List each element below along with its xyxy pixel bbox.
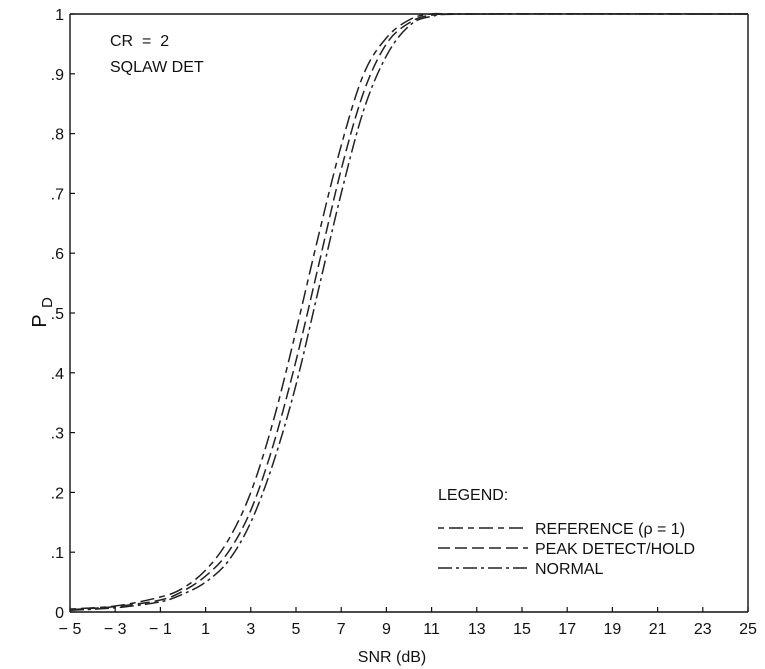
series-line-2 bbox=[69, 13, 749, 611]
series-line-3 bbox=[69, 13, 749, 611]
y-axis-title-subscript: D bbox=[39, 297, 56, 308]
x-tick-label: 13 bbox=[468, 621, 486, 638]
y-tick-label: .9 bbox=[51, 67, 64, 84]
legend-label: NORMAL bbox=[535, 561, 604, 578]
x-tick-label: 15 bbox=[513, 621, 531, 638]
x-tick-label: 7 bbox=[337, 621, 346, 638]
y-tick-label: .6 bbox=[51, 246, 64, 263]
y-axis-title-main: P bbox=[29, 314, 51, 327]
legend-label: REFERENCE (ρ = 1) bbox=[535, 521, 685, 538]
x-tick-label: − 5 bbox=[59, 621, 82, 638]
x-tick-label: 11 bbox=[423, 621, 440, 638]
x-tick-label: − 1 bbox=[149, 621, 172, 638]
x-tick-label: 17 bbox=[558, 621, 576, 638]
series-line-1 bbox=[69, 12, 748, 610]
y-tick-label: .2 bbox=[51, 485, 64, 502]
y-tick-label: .5 bbox=[51, 306, 64, 323]
y-tick-label: .1 bbox=[51, 545, 64, 562]
x-tick-label: − 3 bbox=[104, 621, 127, 638]
x-tick-label: 25 bbox=[739, 621, 757, 638]
annotation-compression-ratio: CR = 2 bbox=[110, 33, 169, 50]
y-tick-label: 0 bbox=[55, 605, 64, 622]
x-axis-title: SNR (dB) bbox=[358, 649, 426, 666]
legend-label: PEAK DETECT/HOLD bbox=[535, 541, 695, 558]
y-axis-title: P D bbox=[29, 297, 56, 328]
x-tick-label: 5 bbox=[292, 621, 301, 638]
x-ticks: − 5− 3− 1 1 3 5 7 9 11 13 15 17 19 21 23 25 bbox=[59, 607, 757, 638]
y-tick-label: .3 bbox=[51, 426, 64, 443]
x-tick-label: 3 bbox=[246, 621, 255, 638]
y-tick-label: 1 bbox=[55, 7, 64, 24]
legend-title: LEGEND: bbox=[438, 487, 508, 504]
x-tick-label: 23 bbox=[694, 621, 712, 638]
legend: LEGEND: REFERENCE (ρ = 1) PEAK DETECT/HOL… bbox=[438, 487, 695, 578]
x-tick-label: 9 bbox=[382, 621, 391, 638]
x-tick-label: 21 bbox=[649, 621, 667, 638]
curves bbox=[69, 12, 749, 611]
y-tick-label: .8 bbox=[51, 127, 64, 144]
annotation-detector: SQLAW DET bbox=[110, 59, 204, 76]
y-tick-label: .4 bbox=[51, 366, 64, 383]
y-tick-label: .7 bbox=[51, 186, 64, 203]
x-tick-label: 1 bbox=[201, 621, 210, 638]
y-ticks: 0 .1 .2 .3 .4 .5 .6 .7 .8 .9 1 bbox=[51, 7, 75, 622]
x-tick-label: 19 bbox=[604, 621, 622, 638]
plot-frame bbox=[69, 13, 749, 613]
